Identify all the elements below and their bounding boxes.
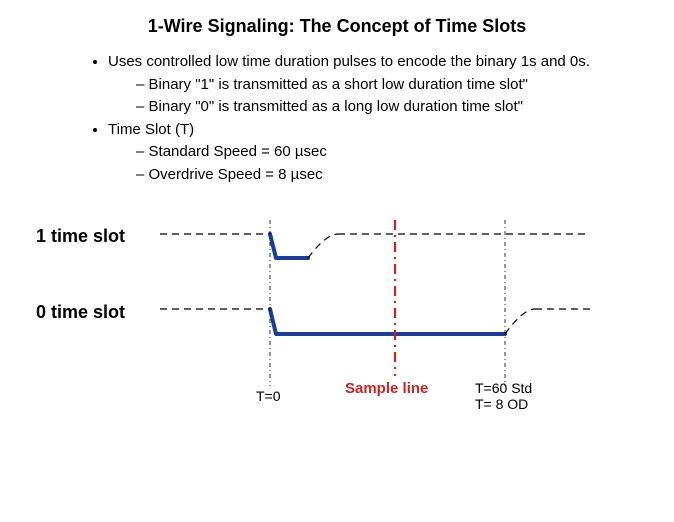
bullet-1a: Binary "1" is transmitted as a short low… (136, 74, 594, 97)
label-1-slot: 1 time slot (36, 226, 125, 247)
bullet-2a: Standard Speed = 60 µsec (136, 141, 594, 164)
bullet-block: Uses controlled low time duration pulses… (90, 51, 594, 186)
t0-label: T=0 (256, 388, 281, 404)
label-0-slot: 0 time slot (36, 302, 125, 323)
bullet-1: Uses controlled low time duration pulses… (108, 51, 594, 74)
tend-label-2: T= 8 OD (475, 396, 528, 412)
page-title: 1-Wire Signaling: The Concept of Time Sl… (0, 16, 674, 37)
bullet-2: Time Slot (T) (108, 119, 594, 142)
bullet-2b: Overdrive Speed = 8 µsec (136, 164, 594, 187)
sample-line-label: Sample line (345, 380, 428, 397)
bullet-1b: Binary "0" is transmitted as a long low … (136, 96, 594, 119)
tend-label-1: T=60 Std (475, 380, 532, 396)
timing-diagram: 1 time slot 0 time slot Sample line T=0 … (0, 194, 674, 444)
